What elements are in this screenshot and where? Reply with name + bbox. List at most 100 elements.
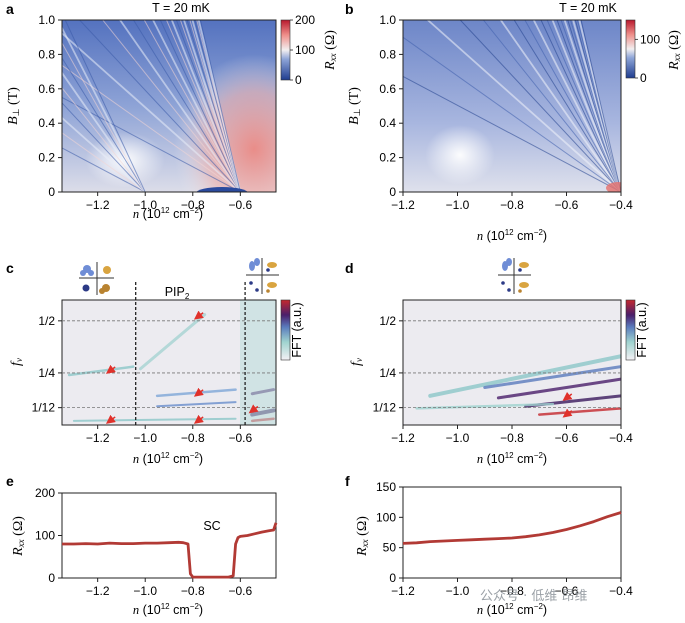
y-tick-label: 1/2: [379, 314, 396, 328]
y-tick-label: 0.4: [379, 116, 396, 130]
fan-line: [403, 36, 621, 192]
panel-d-colorbar: [625, 299, 636, 361]
fan-line: [62, 26, 147, 192]
feature-arrow: [562, 408, 573, 418]
panel-c-arrows: [105, 310, 259, 424]
y-tick-label: 1/12: [32, 401, 56, 415]
x-tick-label: −0.6: [228, 198, 252, 212]
schematic-pocket-orange: [519, 282, 529, 288]
panel-d-gridlines: [403, 320, 621, 409]
x-tick-label: −0.6: [555, 584, 579, 598]
fan-line: [152, 20, 242, 192]
panel-a-axes: −1.2 −1.0 −0.8 −0.6 0 0.2 0.4 0.6 0.8 1.0: [38, 13, 252, 212]
colorbar-tick-label: 200: [295, 13, 315, 27]
fan-line: [62, 42, 146, 192]
feature-arrow: [248, 404, 259, 414]
panel-c-schematic-left: [79, 262, 114, 295]
panel-f-axes: −1.2 −1.0 −0.8 −0.6 −0.4 0 50 100 150: [376, 480, 633, 598]
y-tick-label: 1.0: [379, 13, 396, 27]
x-tick-label: −1.2: [86, 584, 110, 598]
fan-line: [199, 20, 241, 192]
y-tick-label: 1/4: [379, 366, 396, 380]
x-tick-label: −1.2: [86, 198, 110, 212]
y-tick-label: 0.6: [38, 82, 55, 96]
panel-b-colorbar: [625, 19, 636, 79]
colorbar-tick-label: 100: [295, 43, 315, 57]
panel-c-ylabel: fν: [9, 358, 24, 366]
panel-letter-c: c: [6, 260, 14, 276]
fft-ridge: [428, 354, 621, 398]
x-tick-label: −0.8: [500, 198, 524, 212]
panel-b-title: T = 20 mK: [559, 1, 617, 15]
panel-letter-e: e: [6, 473, 14, 489]
panel-e: e −1.2 −1.0 −0.8 −0.6 0 100 200 SC Rxx (Ω) n (…: [6, 473, 278, 617]
panel-c-frame: [61, 299, 277, 426]
panel-c-heatmap: [62, 300, 276, 425]
panel-b-colorbar-ticks: 0 100: [635, 32, 660, 85]
schematic-dot: [518, 289, 522, 293]
feature-arrow: [193, 310, 204, 320]
panel-a-heatmap: [62, 20, 276, 192]
panel-b-corner-red: [606, 182, 621, 192]
schematic-dot: [507, 288, 511, 292]
feature-arrow: [562, 391, 573, 401]
x-tick-label: −0.4: [609, 584, 633, 598]
fan-line: [62, 102, 146, 192]
feature-arrow: [105, 364, 116, 374]
panel-d-colorbar-label: FFT (a.u.): [635, 302, 649, 357]
panel-a-landau-fan: [62, 20, 242, 192]
schematic-pocket-blue: [249, 261, 255, 271]
fan-line: [183, 20, 242, 192]
fft-ridge: [496, 377, 621, 400]
fan-line: [62, 71, 146, 192]
fan-line: [62, 132, 146, 192]
panel-f-ylabel: Rxx (Ω): [355, 516, 370, 557]
x-tick-label: −1.0: [133, 584, 157, 598]
y-tick-label: 150: [376, 480, 396, 494]
y-tick-label: 0.2: [379, 151, 396, 165]
y-tick-label: 1.0: [38, 13, 55, 27]
fan-line: [79, 20, 241, 192]
schematic-dot: [518, 268, 522, 272]
y-tick-label: 0.2: [38, 151, 55, 165]
schematic-dot: [501, 281, 505, 285]
panel-b-xlabel: n (1012 cm−2): [477, 228, 547, 243]
schematic-pocket-orange: [267, 282, 277, 288]
fft-ridge: [156, 401, 237, 408]
fan-line: [170, 20, 242, 192]
panel-c-colorbar: [280, 299, 291, 361]
x-tick-label: −0.6: [228, 431, 252, 445]
panel-letter-f: f: [345, 473, 350, 489]
x-tick-label: −1.0: [446, 431, 470, 445]
schematic-dot: [255, 288, 259, 292]
schematic-pocket-blue: [506, 258, 512, 266]
x-tick-label: −1.2: [391, 584, 415, 598]
schematic-dot: [249, 281, 253, 285]
y-tick-label: 200: [35, 486, 55, 500]
panel-c-region-boundaries: [135, 282, 246, 425]
schematic-pocket-navy: [82, 284, 90, 292]
panel-c-axes: −1.2 −1.0 −0.8 −0.6 1/12 1/4 1/2: [32, 314, 253, 445]
colorbar-tick-label: 0: [640, 71, 647, 85]
panel-d-heatmap: [403, 300, 621, 425]
fan-line: [499, 20, 621, 192]
fan-line: [540, 20, 621, 192]
fan-line: [159, 20, 241, 192]
panel-b-heatmap: [403, 20, 621, 192]
y-tick-label: 0.8: [38, 47, 55, 61]
panel-c-region-label: PIP2: [165, 285, 190, 301]
y-tick-label: 1/2: [38, 314, 55, 328]
fan-line: [513, 20, 621, 192]
y-tick-label: 100: [376, 510, 396, 524]
feature-arrow: [193, 414, 204, 424]
x-tick-label: −0.6: [555, 198, 579, 212]
x-tick-label: −0.4: [609, 198, 633, 212]
fan-line: [64, 20, 146, 192]
x-tick-label: −1.2: [391, 431, 415, 445]
panel-e-rxx-line: [62, 522, 278, 579]
fft-ridge: [67, 365, 135, 377]
fan-line: [62, 87, 146, 192]
y-tick-label: 0: [48, 185, 55, 199]
fft-ridge: [483, 365, 621, 389]
panel-d-arrows: [562, 391, 573, 418]
